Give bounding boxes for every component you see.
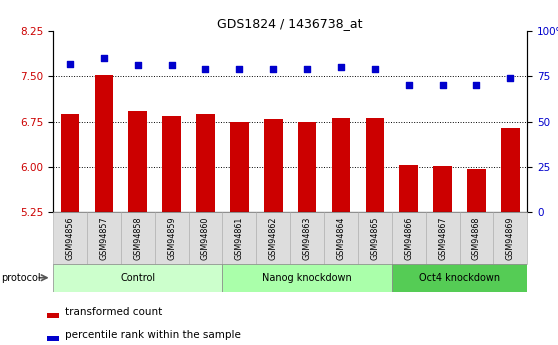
Bar (256, 212, 290, 264)
Text: GSM94869: GSM94869 (506, 216, 515, 260)
Bar (324, 212, 358, 264)
Bar (434, 166, 452, 212)
Point (438, 82, 447, 88)
Text: protocol: protocol (1, 273, 41, 283)
Point (99, 56, 108, 61)
Text: GSM94860: GSM94860 (201, 216, 210, 260)
Text: GSM94865: GSM94865 (371, 216, 379, 260)
Bar (162, 116, 181, 212)
Bar (128, 111, 147, 212)
Bar (155, 212, 189, 264)
Text: GSM94868: GSM94868 (472, 216, 481, 260)
Point (65, 61, 74, 67)
Bar (196, 114, 215, 212)
Bar (392, 212, 426, 264)
Point (235, 66, 244, 72)
Text: GSM94859: GSM94859 (167, 216, 176, 260)
Bar (53, 264, 223, 292)
Bar (460, 212, 493, 264)
Text: GSM94862: GSM94862 (269, 216, 278, 260)
Point (506, 75, 515, 81)
Text: GSM94856: GSM94856 (65, 216, 74, 260)
Text: Oct4 knockdown: Oct4 knockdown (419, 273, 500, 283)
Bar (400, 165, 418, 212)
Bar (467, 169, 486, 212)
Text: GSM94858: GSM94858 (133, 216, 142, 260)
Point (201, 66, 210, 72)
Bar (426, 212, 460, 264)
Point (133, 63, 142, 68)
Bar (264, 119, 282, 212)
Text: GSM94863: GSM94863 (302, 216, 311, 260)
Title: GDS1824 / 1436738_at: GDS1824 / 1436738_at (218, 17, 363, 30)
Bar (331, 118, 350, 212)
Bar (223, 212, 256, 264)
Point (472, 82, 481, 88)
Text: GSM94861: GSM94861 (235, 216, 244, 260)
Text: GSM94864: GSM94864 (336, 216, 345, 260)
Bar (358, 212, 392, 264)
Bar (501, 128, 519, 212)
Bar (189, 212, 223, 264)
Bar (392, 264, 527, 292)
Point (302, 66, 311, 72)
Bar (223, 264, 392, 292)
Bar (365, 118, 384, 212)
Bar (230, 122, 249, 212)
Text: GSM94866: GSM94866 (404, 216, 413, 260)
Text: transformed count: transformed count (65, 307, 162, 317)
Bar (47, 313, 59, 318)
Bar (47, 336, 59, 341)
Bar (298, 122, 316, 212)
Text: Nanog knockdown: Nanog knockdown (262, 273, 352, 283)
Bar (53, 212, 87, 264)
Point (404, 82, 413, 88)
Bar (290, 212, 324, 264)
Text: Control: Control (120, 273, 155, 283)
Point (167, 63, 176, 68)
Text: GSM94857: GSM94857 (99, 216, 108, 260)
Bar (493, 212, 527, 264)
Bar (94, 75, 113, 212)
Bar (121, 212, 155, 264)
Point (269, 66, 278, 72)
Text: GSM94867: GSM94867 (438, 216, 447, 260)
Point (371, 66, 379, 72)
Bar (87, 212, 121, 264)
Bar (61, 114, 79, 212)
Point (336, 65, 345, 70)
Text: percentile rank within the sample: percentile rank within the sample (65, 330, 241, 340)
